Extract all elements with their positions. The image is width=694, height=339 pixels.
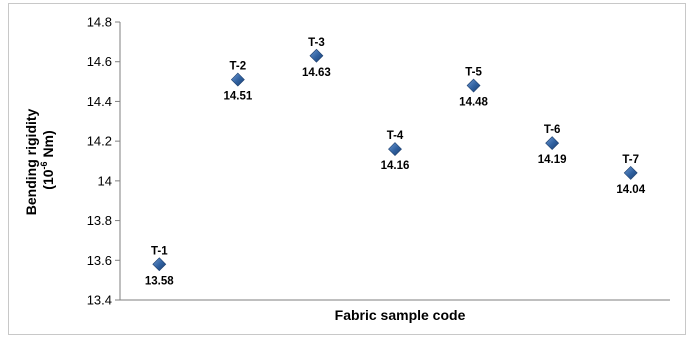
data-point-value-label: 14.04 <box>616 184 645 196</box>
data-point-value-label: 14.51 <box>223 91 252 103</box>
data-point-value-label: 14.16 <box>381 160 410 172</box>
y-tick-label: 14.2 <box>87 134 112 149</box>
y-tick-label: 14.8 <box>87 15 112 30</box>
data-point-code-label: T-5 <box>465 67 482 79</box>
data-point-value-label: 14.63 <box>302 67 331 79</box>
data-point-marker <box>545 136 560 151</box>
data-point-marker <box>309 48 324 63</box>
data-point-marker <box>152 257 167 272</box>
data-point-value-label: 14.48 <box>459 97 488 109</box>
data-point-code-label: T-2 <box>230 61 247 73</box>
data-point-marker <box>388 142 402 157</box>
axes <box>115 21 670 301</box>
y-axis-title-unit-exp: -6 <box>39 161 49 169</box>
y-tick-label: 14.6 <box>87 54 112 69</box>
y-axis-title: Bending rigidity (10-6 Nm) <box>23 105 56 215</box>
y-tick-label: 14.4 <box>87 94 112 109</box>
data-point-marker <box>623 165 638 180</box>
y-axis-title-unit-suffix: Nm) <box>40 130 56 161</box>
data-point-code-label: T-4 <box>387 130 404 142</box>
data-point-marker <box>466 78 481 93</box>
data-points: T-1 13.58 T-2 14.51 T-3 14.63 T-4 14.16 T-5 14.48… <box>145 37 646 288</box>
data-point-value-label: 14.19 <box>538 154 567 166</box>
data-point-code-label: T-7 <box>622 154 639 166</box>
data-point-code-label: T-3 <box>308 37 325 49</box>
y-tick-label: 14 <box>98 173 112 188</box>
chart-frame <box>8 3 686 335</box>
data-point-code-label: T-1 <box>151 245 168 257</box>
y-tick-label: 13.4 <box>87 293 112 308</box>
y-tick-label: 13.6 <box>87 253 112 268</box>
data-point-value-label: 13.58 <box>145 275 174 287</box>
data-point-code-label: T-6 <box>544 124 561 136</box>
y-tick-label: 13.8 <box>87 213 112 228</box>
y-tick-labels: 13.4 13.6 13.8 14 14.2 14.4 14.6 14.8 <box>87 15 112 308</box>
y-axis-title-unit-prefix: (10 <box>40 169 56 189</box>
data-point-marker <box>230 72 245 87</box>
y-axis-title-line1: Bending rigidity <box>23 108 39 215</box>
x-axis-title: Fabric sample code <box>335 307 466 323</box>
